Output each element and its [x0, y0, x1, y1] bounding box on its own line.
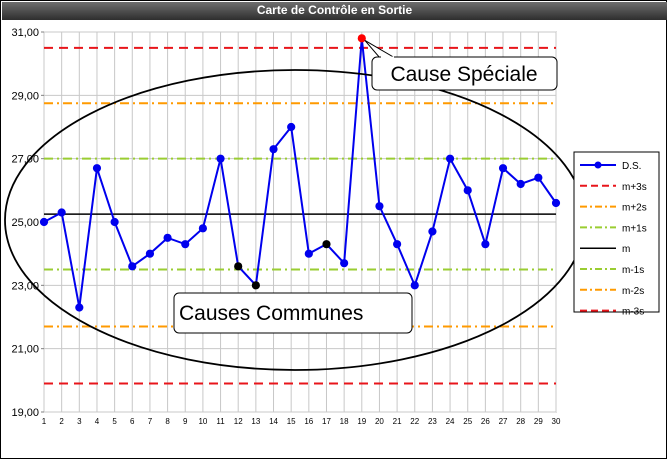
data-point: [39, 217, 49, 227]
data-point: [357, 34, 366, 43]
x-tick-label: 5: [112, 417, 117, 426]
data-point: [75, 303, 84, 312]
legend-label: m-1s: [622, 265, 644, 276]
data-point: [251, 281, 260, 290]
common-causes-box: [173, 292, 413, 334]
data-point: [534, 173, 543, 182]
x-tick-label: 14: [269, 417, 278, 426]
x-tick-label: 1: [42, 417, 47, 426]
data-point: [322, 240, 331, 249]
x-tick-label: 30: [552, 417, 561, 426]
legend-label: m+2s: [622, 203, 647, 214]
x-tick-label: 2: [59, 417, 64, 426]
x-tick-label: 24: [446, 417, 455, 426]
data-point: [269, 145, 278, 154]
x-tick-label: 28: [516, 417, 525, 426]
y-tick-label: 29,00: [11, 90, 39, 102]
x-tick-label: 21: [393, 417, 402, 426]
x-tick-label: 4: [95, 417, 100, 426]
x-tick-label: 25: [463, 417, 472, 426]
x-tick-label: 26: [481, 417, 490, 426]
data-point: [92, 164, 102, 173]
x-tick-label: 29: [534, 417, 543, 426]
x-tick-label: 19: [357, 417, 366, 426]
y-tick-label: 25,00: [11, 217, 39, 229]
x-tick-label: 10: [198, 417, 207, 426]
data-point: [410, 281, 419, 290]
x-tick-label: 3: [77, 417, 82, 426]
data-point: [498, 164, 508, 173]
legend-label: m: [622, 244, 630, 255]
data-point: [234, 262, 243, 271]
legend-marker: [594, 161, 602, 169]
x-tick-label: 22: [410, 417, 419, 426]
y-tick-label: 19,00: [11, 407, 39, 419]
legend: D.S. m+3s m+2s m+1s m m-1s m-2s m-3s: [573, 151, 660, 318]
data-point: [340, 259, 349, 268]
data-point: [216, 154, 225, 163]
x-tick-label: 9: [183, 417, 188, 426]
data-point: [145, 249, 155, 258]
data-point: [393, 240, 402, 249]
x-tick-label: 11: [216, 417, 225, 426]
chart-title: Carte de Contrôle en Sortie: [256, 3, 413, 17]
legend-label: m+3s: [622, 182, 647, 193]
x-tick-label: 12: [234, 417, 243, 426]
x-tick-label: 20: [375, 417, 384, 426]
data-point: [287, 122, 296, 132]
x-tick-label: 23: [428, 417, 437, 426]
series-line: [43, 38, 557, 308]
data-point: [163, 233, 172, 242]
special-callout-box: [371, 56, 558, 91]
data-point: [428, 227, 437, 236]
x-tick-label: 13: [251, 417, 260, 426]
y-tick-label: 31,00: [11, 27, 39, 39]
x-tick-label: 15: [287, 417, 296, 426]
data-point: [375, 202, 384, 211]
special-cause-label: Cause Spéciale: [390, 63, 537, 86]
x-tick-label: 16: [304, 417, 313, 426]
data-point: [551, 198, 561, 208]
legend-label: m-3s: [622, 307, 644, 318]
common-causes-label: Causes Communes: [179, 302, 363, 325]
data-point: [181, 240, 190, 249]
legend-label: m-2s: [622, 286, 644, 297]
data-point: [463, 186, 472, 195]
data-point: [128, 262, 137, 271]
legend-label: m+1s: [622, 223, 647, 234]
y-tick-label: 21,00: [11, 344, 39, 356]
x-tick-label: 6: [130, 417, 135, 426]
x-tick-label: 7: [148, 417, 153, 426]
data-point: [110, 217, 119, 227]
x-tick-label: 18: [340, 417, 349, 426]
title-bar: Carte de Contrôle en Sortie: [2, 2, 667, 20]
x-tick-label: 17: [322, 417, 331, 426]
x-tick-label: 27: [499, 417, 508, 426]
data-point: [57, 208, 66, 217]
legend-box: [573, 151, 660, 313]
legend-label: D.S.: [622, 161, 641, 172]
data-point: [481, 240, 490, 249]
x-tick-label: 8: [165, 417, 170, 426]
data-point: [516, 179, 525, 189]
data-point: [198, 224, 207, 233]
data-point: [445, 154, 455, 163]
data-point: [304, 249, 313, 258]
